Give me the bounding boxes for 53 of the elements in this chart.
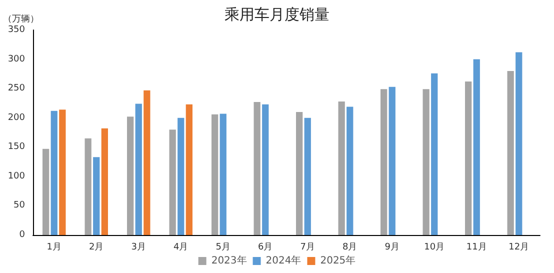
bar [338, 101, 345, 235]
y-tick-label: 350 [8, 25, 26, 35]
bar [186, 104, 192, 235]
y-tick-label: 200 [8, 112, 26, 123]
x-tick-label: 2月 [89, 242, 104, 252]
y-tick-label: 150 [8, 142, 26, 152]
bar [262, 104, 269, 235]
x-tick-label: 5月 [216, 242, 230, 252]
legend-label: 2025年 [320, 254, 356, 266]
bar [422, 89, 430, 235]
bar [304, 118, 311, 235]
x-tick-label: 3月 [131, 242, 146, 252]
bar [169, 130, 176, 235]
x-tick-label: 10月 [424, 242, 445, 252]
x-tick-label: 1月 [46, 242, 62, 252]
y-axis-title: （万辆） [3, 14, 39, 24]
legend-label: 2024年 [266, 254, 302, 266]
bar [127, 116, 134, 235]
chart-title: 乘用车月度销量 [224, 6, 330, 24]
bar [380, 89, 388, 235]
bar [220, 114, 226, 235]
bar [254, 102, 260, 235]
bar [388, 86, 396, 235]
bar [101, 128, 108, 235]
bar [516, 52, 522, 235]
x-tick-label: 9月 [384, 242, 400, 252]
x-tick-label: 8月 [342, 242, 358, 252]
x-tick-label: 12月 [508, 242, 530, 252]
legend-label: 2023年 [211, 254, 247, 266]
y-tick-label: 50 [14, 200, 26, 211]
bar [346, 106, 354, 235]
x-tick-label: 4月 [174, 242, 188, 252]
x-tick-label: 6月 [258, 242, 273, 252]
bar [144, 90, 150, 235]
bar [212, 114, 218, 235]
bar [93, 157, 100, 235]
bar [296, 112, 303, 235]
bar [507, 71, 514, 235]
y-tick-label: 250 [8, 84, 26, 94]
bar [59, 110, 66, 235]
bar [465, 82, 472, 235]
bar [84, 138, 92, 235]
x-tick-label: 7月 [300, 242, 315, 252]
y-tick-label: 0 [19, 230, 26, 240]
y-tick-label: 100 [8, 171, 26, 182]
bar [431, 73, 438, 235]
bar [135, 104, 142, 235]
y-tick-label: 300 [8, 54, 26, 64]
bar [42, 148, 50, 235]
bar [473, 59, 480, 235]
x-tick-label: 11月 [466, 242, 487, 252]
bar [50, 110, 58, 235]
bar [178, 118, 184, 235]
